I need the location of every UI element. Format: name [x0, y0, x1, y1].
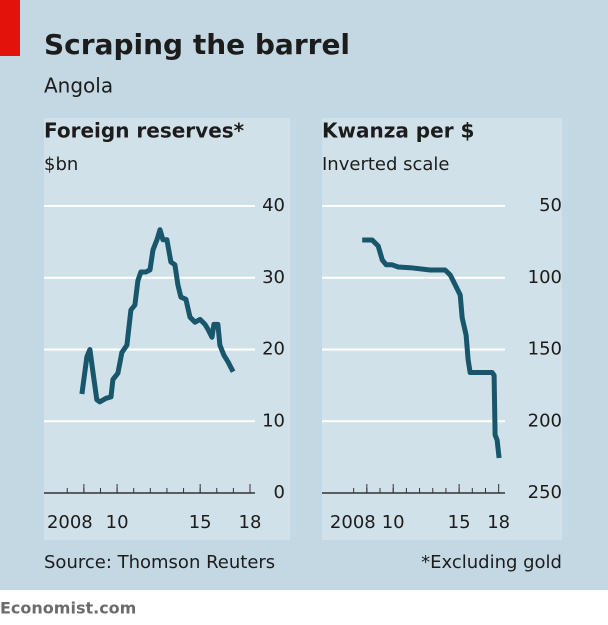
y-tick-label: 150	[528, 339, 562, 360]
panel-title: Foreign reserves*	[44, 119, 245, 143]
red-tag	[0, 0, 20, 56]
panel-title: Kwanza per $	[322, 119, 474, 143]
data-line	[362, 237, 502, 459]
y-tick-label: 50	[539, 195, 562, 216]
y-tick-label: 10	[262, 410, 285, 431]
title: Scraping the barrel	[44, 28, 350, 61]
x-tick-label: 15	[189, 512, 212, 533]
brand: Economist.com	[0, 599, 136, 618]
x-tick-label: 18	[487, 512, 510, 533]
y-tick-label: 100	[528, 267, 562, 288]
y-tick-label: 40	[262, 195, 285, 216]
panel-subtitle: $bn	[44, 154, 78, 175]
panel	[44, 118, 290, 540]
y-tick-label: 30	[262, 267, 285, 288]
panel	[322, 118, 562, 540]
footnote: *Excluding gold	[421, 552, 562, 573]
data-line	[79, 227, 236, 405]
y-tick-label: 20	[262, 339, 285, 360]
y-tick-label: 200	[528, 410, 562, 431]
x-tick-label: 18	[239, 512, 262, 533]
x-tick-label: 2008	[47, 512, 93, 533]
y-tick-label: 250	[528, 482, 562, 503]
subtitle: Angola	[44, 74, 113, 98]
x-tick-label: 10	[106, 512, 129, 533]
source: Source: Thomson Reuters	[44, 552, 275, 573]
panel-subtitle: Inverted scale	[322, 154, 450, 175]
y-tick-label: 0	[274, 482, 285, 503]
x-tick-label: 2008	[330, 512, 376, 533]
x-tick-label: 10	[382, 512, 405, 533]
x-tick-label: 15	[448, 512, 471, 533]
